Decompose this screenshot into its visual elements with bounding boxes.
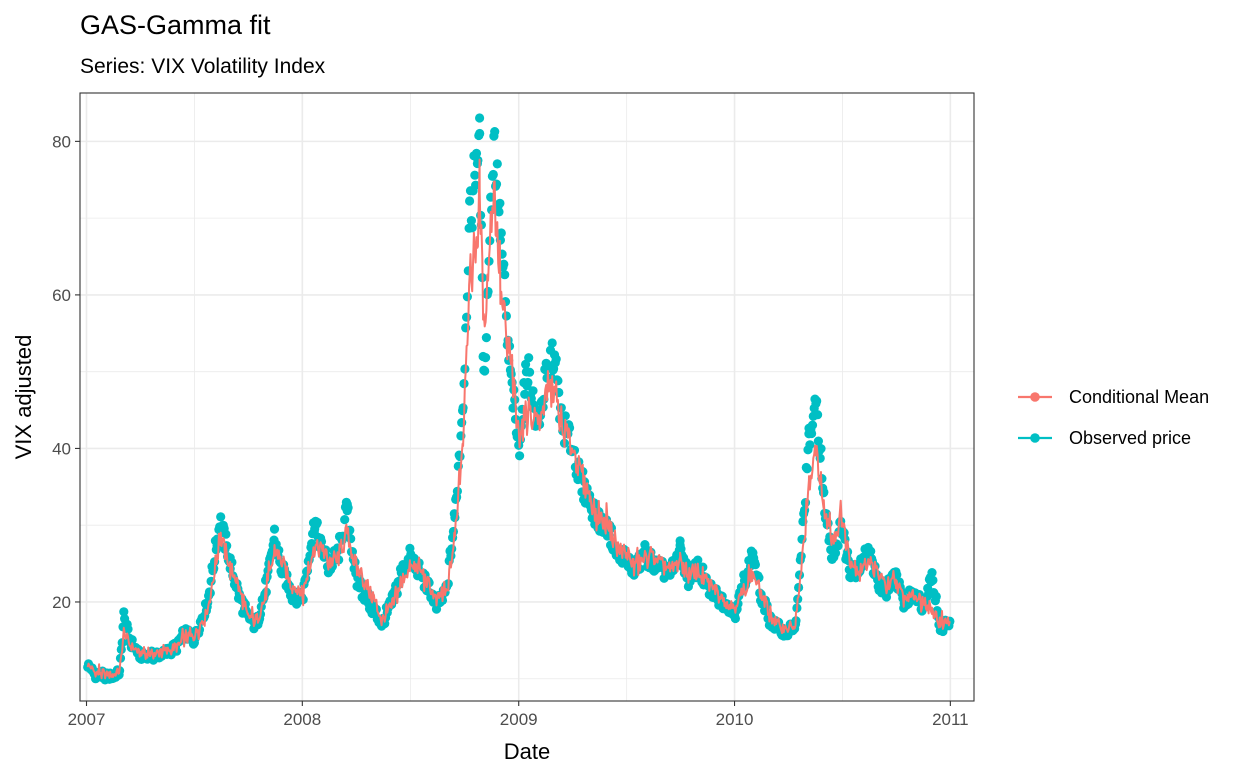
observed-price-point bbox=[465, 196, 475, 206]
x-tick-label: 2008 bbox=[283, 710, 321, 729]
observed-price-point bbox=[481, 333, 491, 343]
observed-price-point bbox=[496, 228, 506, 238]
observed-price-point bbox=[494, 207, 504, 217]
y-tick-label: 80 bbox=[52, 132, 71, 151]
observed-price-point bbox=[473, 155, 483, 165]
observed-price-point bbox=[116, 644, 126, 655]
observed-price-point bbox=[307, 539, 317, 549]
observed-price-point bbox=[221, 529, 231, 539]
observed-price-point bbox=[931, 591, 941, 602]
observed-price-point bbox=[833, 541, 843, 551]
y-axis-title: VIX adjusted bbox=[11, 335, 36, 460]
observed-price-point bbox=[470, 170, 480, 180]
observed-price-point bbox=[495, 198, 505, 208]
observed-price-point bbox=[807, 420, 818, 430]
observed-price-point bbox=[312, 517, 322, 528]
observed-price-point bbox=[547, 338, 557, 348]
observed-price-point bbox=[525, 367, 535, 377]
observed-price-point bbox=[805, 440, 815, 450]
observed-price-point bbox=[499, 259, 509, 269]
chart-title: GAS-Gamma fit bbox=[80, 10, 271, 40]
observed-price-point bbox=[119, 607, 129, 617]
observed-price-point bbox=[209, 564, 219, 574]
panel-border bbox=[79, 92, 975, 702]
legend-label: Conditional Mean bbox=[1069, 387, 1209, 407]
observed-price-point bbox=[216, 512, 226, 522]
legend-point bbox=[1030, 392, 1040, 402]
observed-price-point bbox=[466, 216, 476, 226]
observed-price-point bbox=[462, 312, 472, 322]
x-axis-title: Date bbox=[504, 739, 550, 764]
observed-price-point bbox=[340, 515, 350, 525]
observed-price-point bbox=[500, 270, 510, 280]
observed-price-point bbox=[475, 128, 485, 139]
x-tick-label: 2010 bbox=[716, 710, 754, 729]
legend-label: Observed price bbox=[1069, 428, 1191, 448]
y-tick-label: 40 bbox=[52, 439, 71, 458]
x-tick-label: 2009 bbox=[500, 710, 538, 729]
observed-price-point bbox=[492, 159, 502, 169]
axes: 20 40 60 80 2007 2008 2009 2010 2011 bbox=[52, 132, 969, 729]
observed-price-point bbox=[462, 292, 472, 302]
observed-price-point bbox=[807, 428, 817, 439]
observed-price-point bbox=[730, 613, 741, 624]
observed-price-point bbox=[490, 127, 500, 137]
observed-price-point bbox=[455, 452, 465, 462]
legend-point bbox=[1030, 433, 1040, 443]
observed-price-point bbox=[750, 560, 761, 570]
observed-price-point bbox=[488, 169, 498, 180]
legend: Conditional Mean Observed price bbox=[1018, 387, 1209, 448]
observed-price-point bbox=[928, 575, 938, 585]
observed-price-point bbox=[316, 536, 327, 547]
legend-key-observed-price bbox=[1018, 433, 1052, 443]
chart-subtitle: Series: VIX Volatility Index bbox=[80, 55, 326, 78]
observed-price-point bbox=[551, 354, 561, 364]
observed-price-point bbox=[467, 223, 477, 233]
observed-price-point bbox=[693, 555, 703, 565]
x-tick-label: 2007 bbox=[68, 710, 106, 729]
observed-price-point bbox=[523, 377, 533, 388]
y-tick-label: 20 bbox=[52, 593, 71, 612]
conditional-mean-line bbox=[86, 158, 951, 680]
x-tick-label: 2011 bbox=[932, 710, 969, 729]
observed-price-point bbox=[123, 624, 133, 634]
observed-price-point bbox=[480, 366, 490, 376]
observed-price-point bbox=[475, 113, 485, 123]
observed-price-point bbox=[830, 548, 841, 558]
observed-price-point bbox=[927, 568, 937, 578]
observed-price-point bbox=[560, 411, 570, 421]
observed-price-point bbox=[127, 635, 137, 645]
y-tick-label: 60 bbox=[52, 286, 71, 305]
observed-price-point bbox=[802, 464, 812, 474]
observed-price-point bbox=[481, 353, 491, 363]
observed-price-point bbox=[515, 451, 525, 461]
observed-price-point bbox=[813, 436, 824, 446]
observed-price-point bbox=[819, 487, 829, 497]
observed-price-point bbox=[812, 396, 822, 406]
legend-key-conditional-mean bbox=[1018, 392, 1052, 402]
observed-price-point bbox=[524, 353, 534, 363]
observed-price-point bbox=[501, 311, 511, 321]
observed-price-point bbox=[528, 386, 538, 396]
plot-series bbox=[83, 113, 955, 685]
observed-price-point bbox=[754, 573, 764, 583]
observed-price-point bbox=[866, 546, 876, 556]
observed-price-point bbox=[483, 286, 493, 297]
observed-price-point bbox=[813, 410, 823, 420]
observed-price-point bbox=[269, 524, 280, 534]
observed-price-point bbox=[675, 536, 685, 546]
observed-price-point bbox=[553, 376, 563, 386]
observed-price-point bbox=[458, 403, 468, 413]
observed-price-point bbox=[471, 148, 482, 158]
observed-price-point bbox=[343, 503, 353, 513]
observed-price-point bbox=[471, 180, 481, 190]
observed-price-point bbox=[816, 444, 826, 454]
